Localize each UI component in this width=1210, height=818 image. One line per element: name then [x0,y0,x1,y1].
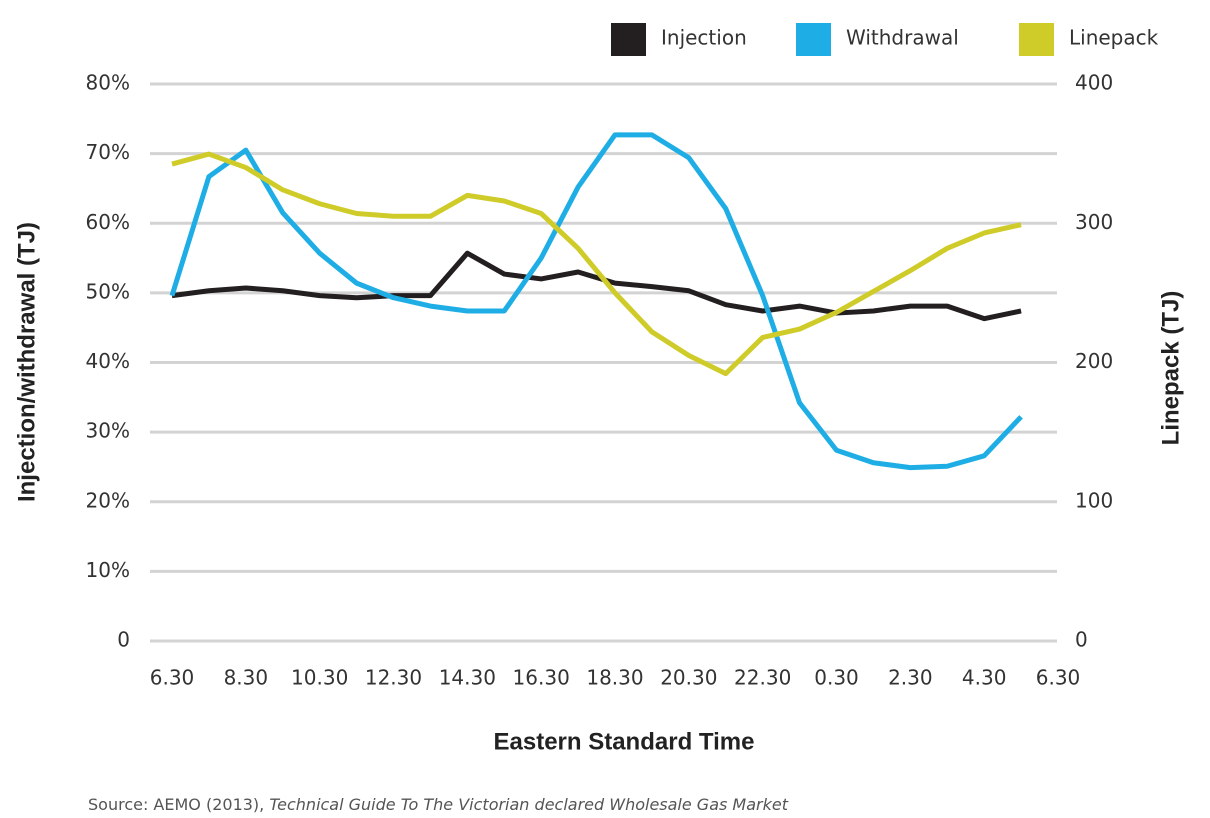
x-axis-title: Eastern Standard Time [494,728,755,755]
y-tick-label: 20% [86,488,130,512]
y-tick-label: 80% [86,71,130,95]
y-tick-label: 70% [86,140,130,164]
y-tick-label: 60% [86,210,130,234]
x-tick-label: 10.30 [291,666,348,690]
legend-label: Linepack [1069,26,1159,50]
y-tick-label: 0 [117,628,130,652]
x-tick-label: 12.30 [365,666,422,690]
x-tick-label: 16.30 [513,666,570,690]
legend-swatch [1019,23,1054,56]
y2-tick-label: 400 [1075,71,1113,95]
x-tick-label: 20.30 [660,666,717,690]
x-tick-label: 0.30 [814,666,859,690]
y-tick-label: 30% [86,419,130,443]
source: Source: AEMO (2013), Technical Guide To … [88,795,789,814]
x-tick-label: 4.30 [962,666,1007,690]
x-tick-label: 8.30 [224,666,269,690]
legend-label: Injection [661,26,747,50]
y-tick-label: 10% [86,558,130,582]
source-title: Technical Guide To The Victorian declare… [269,795,788,814]
y2-axis-title: Linepack (TJ) [1157,291,1184,446]
legend-swatch [796,23,831,56]
x-tick-label: 6.30 [150,666,195,690]
line-series [171,250,1022,322]
y-tick-label: 50% [86,279,130,303]
legend-label: Withdrawal [846,26,959,50]
y2-tick-label: 300 [1075,210,1113,234]
y2-tick-label: 100 [1075,488,1113,512]
y2-tick-label: 200 [1075,349,1113,373]
x-tick-label: 2.30 [888,666,933,690]
y-axis-title: Injection/withdrawal (TJ) [13,222,40,502]
x-tick-label: 14.30 [439,666,496,690]
y2-tick-label: 0 [1075,628,1088,652]
legend-swatch [611,23,646,56]
source-prefix: Source: AEMO (2013), [88,795,269,814]
line-series [171,151,1022,377]
line-series [169,132,1023,471]
x-tick-label: 18.30 [586,666,643,690]
x-tick-label: 6.30 [1036,666,1081,690]
y-tick-label: 40% [86,349,130,373]
x-tick-label: 22.30 [734,666,791,690]
